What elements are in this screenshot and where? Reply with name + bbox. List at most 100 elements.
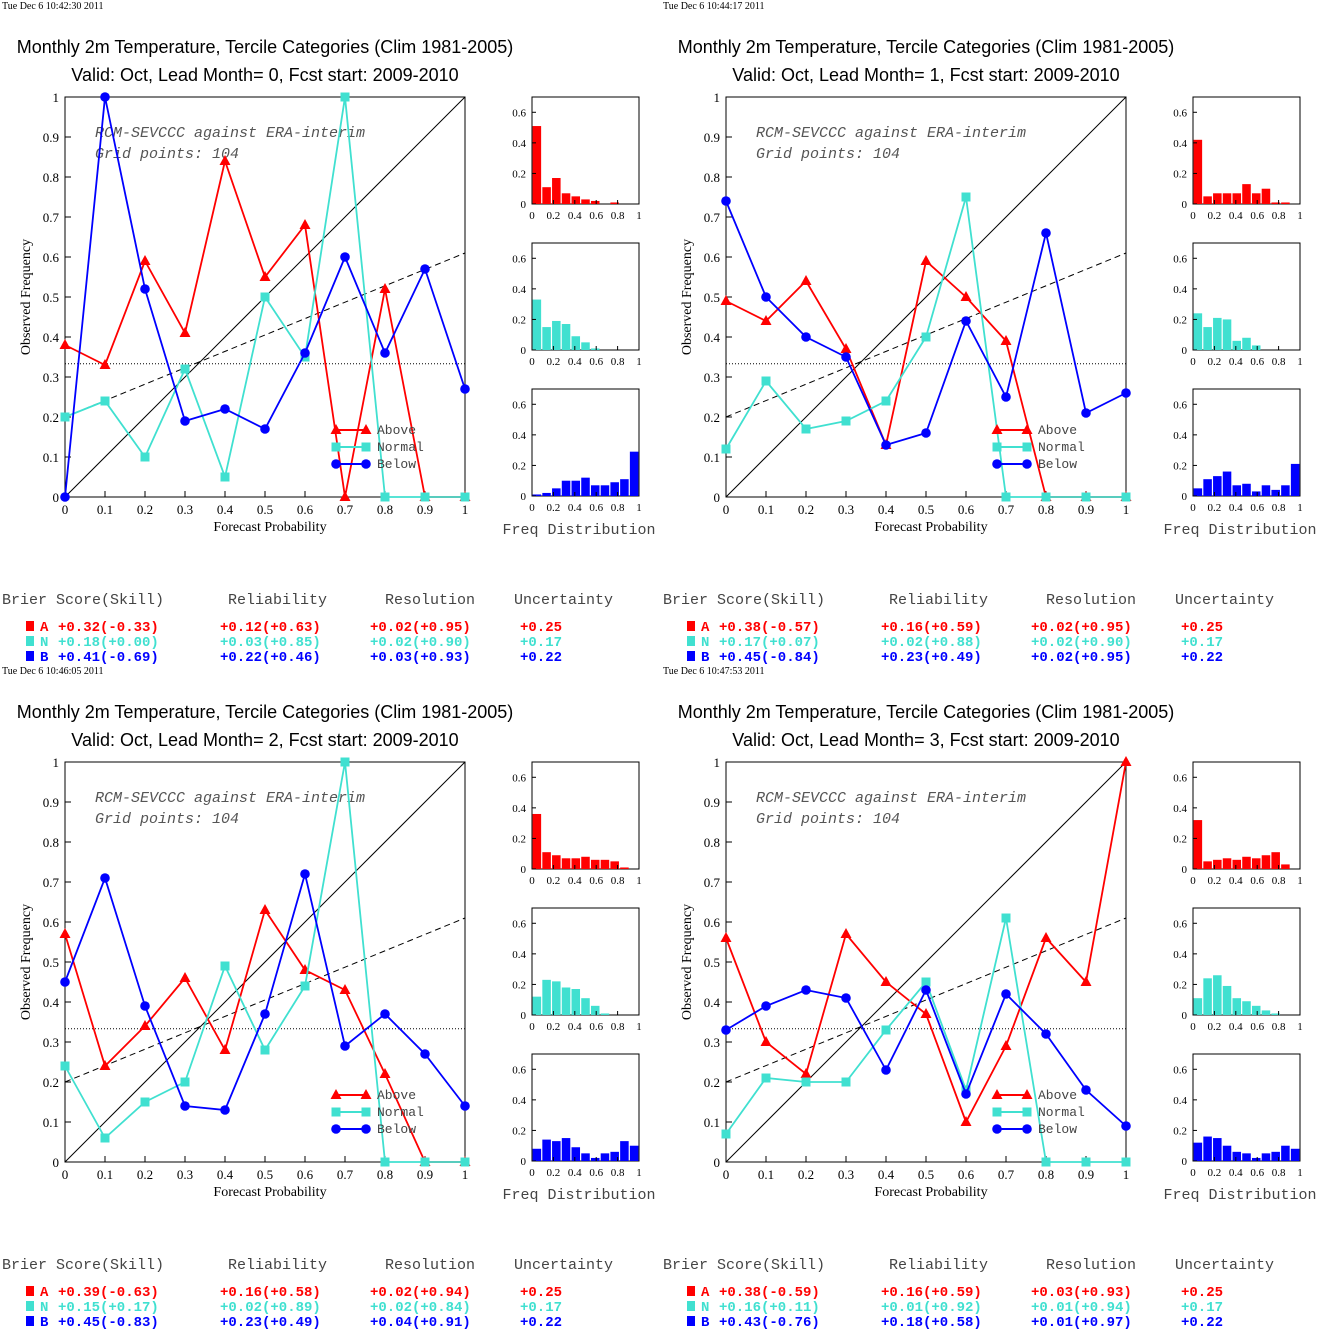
data-point-below [761,292,771,302]
score-color-swatch [26,1316,34,1326]
score-value: +0.16(+0.11) [719,1300,820,1316]
data-point-below [60,977,70,987]
data-point-below [460,1101,470,1111]
histogram-bar [1203,479,1212,496]
histogram-y-tick-label: 0.2 [512,168,526,180]
y-tick-label: 0.7 [43,210,60,225]
histogram-bar [1232,485,1242,496]
histogram-bar [532,126,542,204]
histogram-bar [1193,1142,1203,1161]
histogram-x-tick-label: 1 [1297,1167,1303,1179]
data-point-below [721,196,731,206]
histogram-y-tick-label: 0.2 [1173,168,1187,180]
score-value: +0.12(+0.63) [220,620,321,636]
histogram-x-tick-label: 0.2 [1208,502,1222,514]
histogram-y-tick-label: 0.6 [1173,253,1187,265]
histogram-below: 0 0.2 0.4 0.6 0 0.2 0.4 0.6 0.8 1 [512,388,642,514]
histogram-x-tick-label: 1 [636,875,642,887]
histogram-x-tick-label: 1 [636,210,642,222]
score-value: +0.25 [1181,1285,1223,1301]
chart-subtitle: Valid: Oct, Lead Month= 0, Fcst start: 2… [71,65,458,85]
x-tick-label: 0.6 [297,502,314,517]
series-line-below [725,200,1127,447]
x-tick-label: 0.2 [137,502,153,517]
y-tick-label: 0.3 [704,370,720,385]
data-point-above [800,275,812,285]
data-point-normal [180,364,190,374]
histogram-bar [1251,1157,1261,1161]
score-value: +0.23(+0.49) [881,650,982,666]
histogram-bar [1222,858,1232,869]
histogram-x-tick-label: 0.4 [1229,1167,1243,1179]
histogram-below: 0 0.2 0.4 0.6 0 0.2 0.4 0.6 0.8 1 [512,1053,642,1179]
data-point-below [380,1009,390,1019]
histogram-above: 0 0.2 0.4 0.6 0 0.2 0.4 0.6 0.8 1 [1173,761,1303,887]
y-tick-label: 0.9 [43,795,59,810]
legend: Above Normal Below [330,1088,424,1137]
data-point-above [339,491,351,501]
y-tick-label: 0.2 [704,410,720,425]
histogram-bar [1203,196,1212,204]
histogram-x-tick-label: 0.8 [611,210,625,222]
score-value: +0.25 [520,620,562,636]
score-header: Reliability [228,592,327,609]
histogram-bar [1213,193,1222,204]
data-point-above [219,155,231,165]
data-point-below [801,332,811,342]
histogram-bar [1203,1136,1212,1161]
data-point-below [1081,408,1091,418]
x-tick-label: 0.3 [838,502,854,517]
histogram-y-tick-label: 0.2 [1173,1125,1187,1137]
histogram-x-tick-label: 0.4 [568,875,582,887]
histogram-y-tick-label: 0.2 [1173,460,1187,472]
histogram-bar [1242,1001,1251,1015]
data-point-below [140,1001,150,1011]
score-value: +0.04(+0.91) [370,1315,471,1330]
histogram-x-tick-label: 0 [1190,1021,1196,1033]
histogram-y-tick-label: 0.4 [512,803,526,815]
series-normal [721,192,1131,502]
score-value: +0.25 [1181,620,1223,636]
histogram-bar [561,193,571,204]
perfect-reliability-line [725,761,1127,1163]
histogram-x-tick-label: 0.4 [568,1167,582,1179]
score-color-swatch [26,621,34,631]
annotation-grid-points: Grid points: 104 [756,146,900,163]
histogram-x-tick-label: 0.8 [1272,1167,1286,1179]
score-header: Uncertainty [514,592,613,609]
score-header: Resolution [1046,1257,1136,1274]
score-header: Resolution [385,592,475,609]
histogram-x-tick-label: 1 [1297,356,1303,368]
data-point-below [841,993,851,1003]
chart-subtitle: Valid: Oct, Lead Month= 2, Fcst start: 2… [71,730,458,750]
histogram-frame [1192,761,1301,870]
timestamp: Tue Dec 6 10:47:53 2011 [663,666,764,677]
data-point-normal [1121,492,1131,502]
histogram-x-tick-label: 0 [1190,502,1196,514]
data-point-above [139,255,151,265]
histogram-bar [571,989,581,1015]
x-tick-label: 0.3 [177,502,193,517]
y-tick-label: 0.5 [704,955,720,970]
data-point-normal [1121,1157,1131,1167]
y-tick-label: 0.9 [43,130,59,145]
perfect-reliability-line [64,761,466,1163]
histogram-bar [542,979,551,1015]
histogram-bar [1251,491,1261,496]
data-point-below [100,92,110,102]
histogram-x-tick-label: 0 [529,1021,535,1033]
histogram-bar [1203,861,1212,869]
score-value: +0.02(+0.84) [370,1300,471,1316]
histogram-y-tick-label: 0.6 [512,107,526,119]
score-value: +0.01(+0.94) [1031,1300,1132,1316]
y-tick-label: 1 [53,90,60,105]
data-point-above [99,1060,111,1070]
histogram-y-tick-label: 0.2 [1173,979,1187,991]
data-point-above [179,327,191,337]
histogram-y-tick-label: 0.4 [1173,1095,1187,1107]
histogram-normal: 0 0.2 0.4 0.6 0 0.2 0.4 0.6 0.8 1 [512,242,642,368]
histogram-y-tick-label: 0.2 [512,833,526,845]
histogram-bar [532,813,542,869]
